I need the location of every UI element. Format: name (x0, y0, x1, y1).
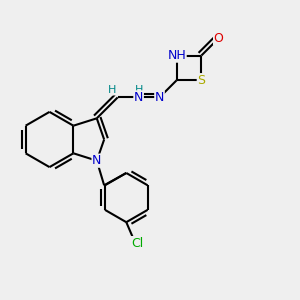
Text: NH: NH (167, 49, 186, 62)
Text: Cl: Cl (131, 237, 143, 250)
Text: S: S (197, 74, 205, 87)
Text: N: N (92, 154, 101, 167)
Text: O: O (214, 32, 224, 45)
Text: N: N (134, 91, 143, 104)
Text: H: H (107, 85, 116, 95)
Text: H: H (134, 85, 143, 95)
Text: N: N (155, 91, 164, 104)
